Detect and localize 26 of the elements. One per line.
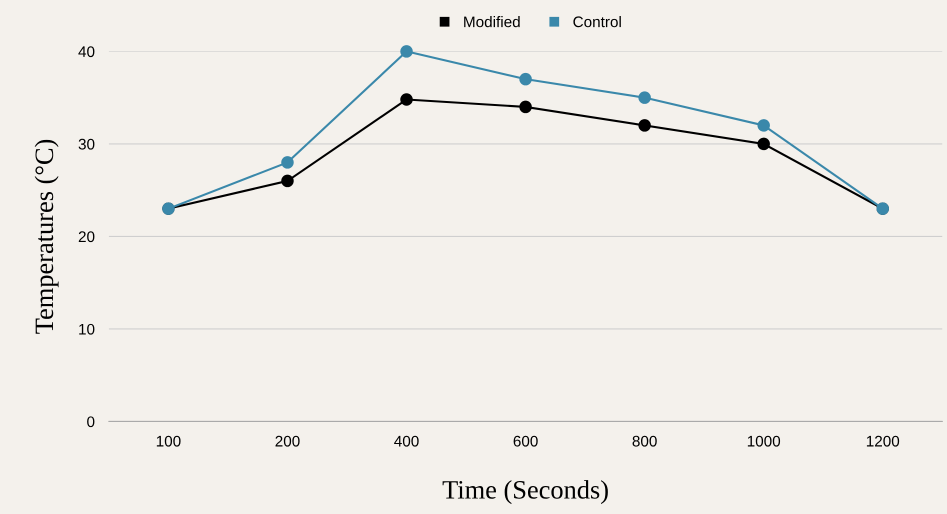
x-tick-label: 400 — [394, 436, 419, 447]
x-tick-label: 1000 — [748, 436, 780, 447]
x-tick-label: 1200 — [866, 436, 900, 447]
y-tick-label: 30 — [78, 138, 94, 150]
x-tick-label: 200 — [276, 436, 300, 447]
point — [281, 156, 294, 169]
point — [519, 72, 532, 86]
x-axis-title: Time (Seconds) — [442, 480, 608, 504]
y-tick-label: 20 — [78, 231, 94, 242]
point — [757, 119, 770, 132]
x-tick-label: 800 — [632, 436, 657, 447]
point — [638, 119, 651, 132]
point — [519, 100, 532, 114]
y-tick-label: 40 — [78, 46, 94, 58]
y-axis-title: Temperatures (°C) — [34, 140, 59, 334]
y-tick-label: 0 — [87, 416, 94, 428]
legend-label: Modified — [464, 16, 520, 28]
y-tick-label: 10 — [79, 324, 94, 335]
x-tick-label: 600 — [514, 436, 538, 447]
point — [400, 93, 413, 106]
legend-label: Control — [573, 16, 621, 28]
point — [757, 138, 770, 150]
x-tick-label: 100 — [156, 436, 181, 447]
point — [638, 91, 651, 104]
point — [400, 45, 413, 58]
point — [281, 174, 294, 188]
